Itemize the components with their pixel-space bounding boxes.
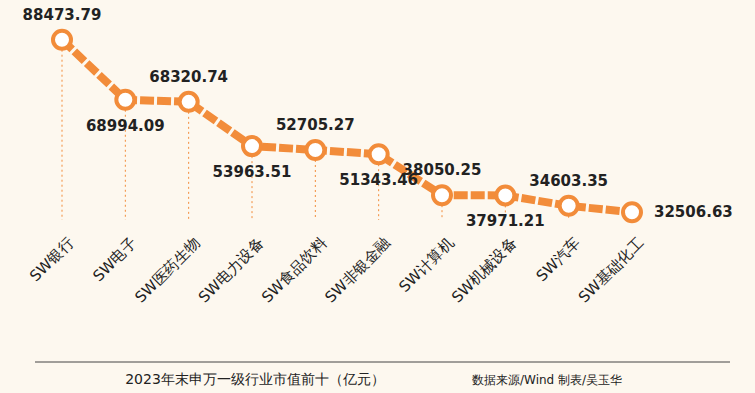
drop-line — [62, 40, 63, 220]
marker — [53, 31, 71, 49]
x-tick: SW银行 — [26, 234, 77, 285]
data-label: 68320.74 — [149, 68, 228, 86]
data-label: 68994.09 — [86, 117, 165, 135]
x-tick: SW食品饮料 — [258, 234, 330, 306]
x-tick: SW医药生物 — [131, 234, 203, 306]
data-label: 37971.21 — [466, 212, 545, 230]
x-tick: SW计算机 — [395, 234, 457, 296]
source: 数据来源/Wind 制表/吴玉华 — [472, 373, 622, 387]
marker — [116, 91, 134, 109]
marker — [623, 203, 641, 221]
drop-line — [252, 146, 253, 220]
marker — [370, 145, 388, 163]
data-label: 52705.27 — [276, 116, 355, 134]
x-tick: SW电子 — [89, 234, 140, 285]
marker — [560, 197, 578, 215]
background — [0, 0, 755, 393]
x-tick-label: SW机械设备 — [448, 234, 520, 306]
x-tick-label: SW银行 — [26, 234, 77, 285]
data-label: 53963.51 — [213, 163, 292, 181]
marker — [306, 141, 324, 159]
chart: SW银行SW电子SW医药生物SW电力设备SW食品饮料SW非银金融SW计算机SW机… — [0, 0, 755, 393]
marker — [180, 93, 198, 111]
x-tick: SW汽车 — [533, 234, 584, 285]
title: 2023年末申万一级行业市值前十（亿元） — [125, 371, 385, 387]
x-tick-label: SW汽车 — [533, 234, 584, 285]
line — [62, 40, 632, 213]
data-labels: 88473.79 68994.09 68320.74 53963.51 52705.27… — [23, 6, 733, 231]
plot-area — [53, 31, 641, 222]
drop-line — [188, 102, 189, 220]
marker — [496, 186, 514, 204]
x-tick-label: SW基础化工 — [575, 234, 647, 306]
data-label: 32506.63 — [654, 203, 733, 221]
x-axis: SW银行SW电子SW医药生物SW电力设备SW食品饮料SW非银金融SW计算机SW机… — [26, 234, 647, 306]
x-tick: SW电力设备 — [195, 234, 267, 306]
x-tick: SW机械设备 — [448, 234, 520, 306]
data-label: 34603.35 — [529, 172, 608, 190]
x-tick-label: SW电力设备 — [195, 234, 267, 306]
data-label: 88473.79 — [23, 6, 102, 24]
marker — [433, 186, 451, 204]
x-tick: SW基础化工 — [575, 234, 647, 306]
x-tick: SW非银金融 — [321, 234, 393, 306]
x-tick-label: SW非银金融 — [321, 234, 393, 306]
x-tick-label: SW医药生物 — [131, 234, 203, 306]
x-tick-label: SW电子 — [89, 234, 140, 285]
x-tick-label: SW食品饮料 — [258, 234, 330, 306]
rule — [35, 362, 730, 363]
marker — [243, 137, 261, 155]
x-tick-label: SW计算机 — [395, 234, 457, 296]
data-label: 38050.25 — [403, 161, 482, 179]
